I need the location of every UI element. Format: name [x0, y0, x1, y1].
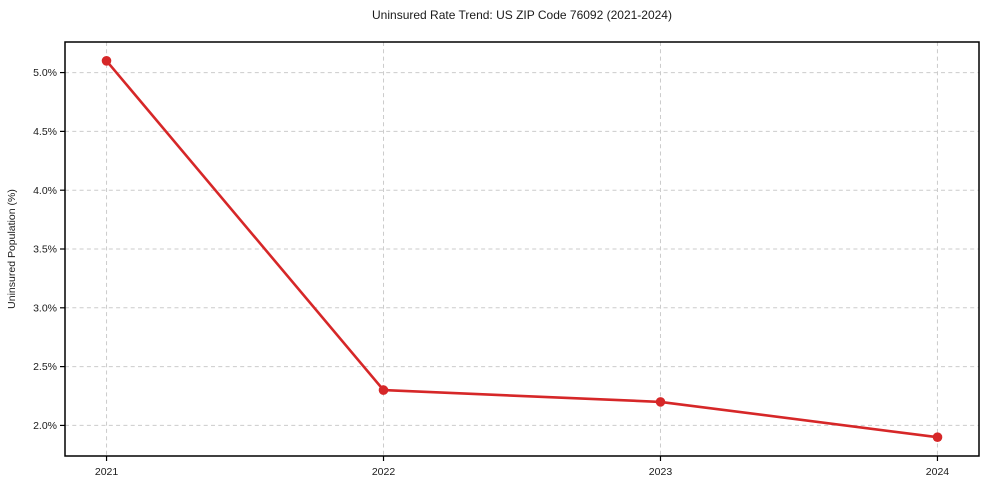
data-point-marker: [378, 385, 389, 395]
data-point-marker: [655, 397, 666, 407]
data-points: [101, 56, 943, 443]
axis-tick-labels: 2.0% 2.5% 3.0% 3.5% 4.0% 4.5% 5.0% 2021 2022 2023…: [33, 67, 949, 478]
y-tick-label: 4.5%: [33, 126, 57, 138]
y-tick-label: 3.5%: [33, 244, 57, 256]
trend-line: [105, 59, 939, 439]
y-tick-label: 4.0%: [33, 185, 57, 197]
x-tick-label: 2023: [649, 466, 673, 478]
data-point-marker: [932, 432, 943, 443]
x-tick-label: 2024: [926, 466, 950, 478]
data-point-marker: [101, 56, 112, 66]
y-tick-label: 2.5%: [33, 361, 57, 373]
y-axis-title: Uninsured Population (%): [6, 189, 18, 309]
axis-tick-marks: [60, 71, 939, 461]
y-tick-label: 3.0%: [33, 302, 57, 314]
y-tick-label: 2.0%: [33, 420, 57, 432]
x-tick-label: 2021: [95, 466, 119, 478]
gridlines: [65, 42, 979, 456]
chart-title: Uninsured Rate Trend: US ZIP Code 76092 …: [372, 8, 672, 22]
y-tick-label: 5.0%: [33, 67, 57, 79]
x-tick-label: 2022: [372, 466, 396, 478]
plot-border: [64, 41, 980, 457]
